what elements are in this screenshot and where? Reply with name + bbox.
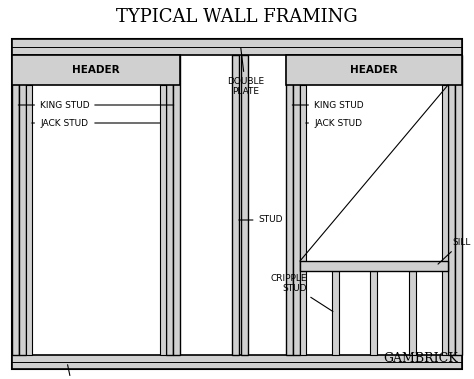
Text: TYPICAL WALL FRAMING: TYPICAL WALL FRAMING: [116, 8, 358, 26]
Text: KING STUD: KING STUD: [18, 100, 90, 110]
Bar: [12, 355, 462, 369]
Bar: [12, 39, 462, 55]
Bar: [160, 85, 166, 355]
Bar: [442, 85, 448, 355]
Bar: [12, 39, 462, 369]
Text: KING STUD: KING STUD: [292, 100, 364, 110]
Bar: [448, 55, 455, 355]
Bar: [286, 55, 293, 355]
Bar: [233, 55, 239, 355]
Text: SOLE PLATE: SOLE PLATE: [46, 365, 99, 379]
Text: GAMBRICK: GAMBRICK: [383, 352, 458, 365]
Bar: [19, 55, 26, 355]
Bar: [241, 55, 248, 355]
Bar: [300, 261, 448, 271]
Text: JACK STUD: JACK STUD: [32, 119, 88, 127]
Bar: [286, 55, 462, 85]
Text: CRIPPLE
STUD: CRIPPLE STUD: [271, 274, 333, 312]
Bar: [12, 55, 180, 85]
Text: JACK STUD: JACK STUD: [306, 119, 362, 127]
Bar: [293, 55, 300, 355]
Text: HEADER: HEADER: [350, 65, 398, 75]
Text: DOUBLE
PLATE: DOUBLE PLATE: [227, 48, 264, 96]
Text: STUD: STUD: [239, 216, 283, 224]
Bar: [12, 55, 19, 355]
Bar: [332, 271, 339, 355]
Bar: [166, 55, 173, 355]
Text: HEADER: HEADER: [72, 65, 120, 75]
Text: SILL: SILL: [438, 238, 470, 264]
Bar: [409, 271, 416, 355]
Bar: [300, 85, 306, 355]
Bar: [26, 85, 32, 355]
Bar: [371, 271, 377, 355]
Bar: [173, 55, 180, 355]
Bar: [455, 55, 462, 355]
